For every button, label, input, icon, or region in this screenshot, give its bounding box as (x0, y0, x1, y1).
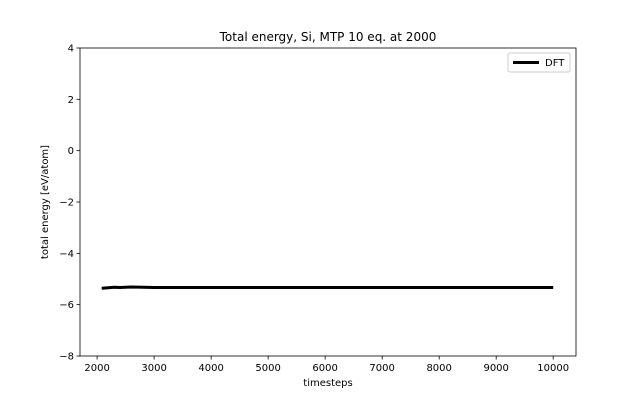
chart-title: Total energy, Si, MTP 10 eq. at 2000 (219, 30, 437, 44)
y-tick-label: −6 (59, 300, 74, 311)
y-tick-label: −8 (59, 352, 74, 363)
y-tick-label: −4 (59, 249, 74, 260)
y-tick-label: 0 (68, 146, 74, 157)
x-axis-label: timesteps (303, 378, 352, 389)
y-axis-ticks: −8 −6 −4 −2 0 2 4 (59, 44, 80, 363)
x-tick-label: 2000 (84, 363, 109, 374)
y-tick-label: 4 (68, 44, 74, 55)
x-tick-label: 8000 (426, 363, 451, 374)
x-tick-label: 5000 (255, 363, 280, 374)
x-tick-label: 4000 (198, 363, 223, 374)
series-line-dft (101, 285, 554, 290)
legend-label-dft: DFT (545, 58, 565, 69)
y-tick-label: −2 (59, 198, 74, 209)
x-axis-ticks: 2000 3000 4000 5000 6000 7000 8000 9000 10000 (84, 356, 569, 374)
legend: DFT (507, 52, 571, 73)
y-axis-label: total energy [eV/atom] (40, 145, 51, 259)
x-tick-label: 10000 (537, 363, 569, 374)
x-tick-label: 6000 (312, 363, 337, 374)
y-tick-label: 2 (68, 95, 74, 106)
axes-frame (79, 47, 577, 357)
plot-area (79, 47, 577, 357)
x-tick-label: 9000 (483, 363, 508, 374)
x-tick-label: 7000 (369, 363, 394, 374)
x-tick-label: 3000 (141, 363, 166, 374)
